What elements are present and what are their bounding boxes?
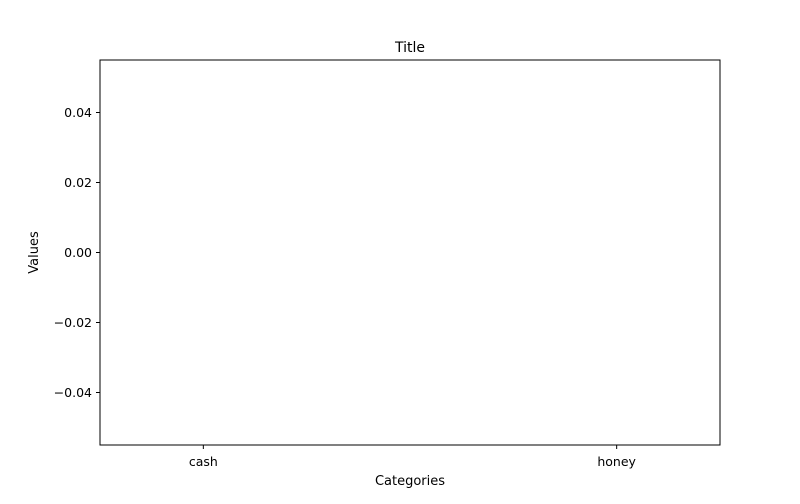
y-tick-label: −0.04 [54, 385, 92, 400]
y-tick-label: 0.04 [64, 105, 92, 120]
chart-title: Title [394, 40, 425, 56]
y-tick-label: 0.00 [64, 245, 92, 260]
x-tick-label: honey [597, 454, 636, 469]
y-tick-label: −0.02 [54, 315, 92, 330]
x-tick-label: cash [189, 454, 218, 469]
x-axis: cash honey [189, 445, 637, 469]
x-axis-label: Categories [375, 474, 445, 489]
y-axis-label: Values [27, 231, 42, 274]
y-axis: −0.04 −0.02 0.00 0.02 0.04 [54, 105, 100, 400]
y-tick-label: 0.02 [64, 175, 92, 190]
